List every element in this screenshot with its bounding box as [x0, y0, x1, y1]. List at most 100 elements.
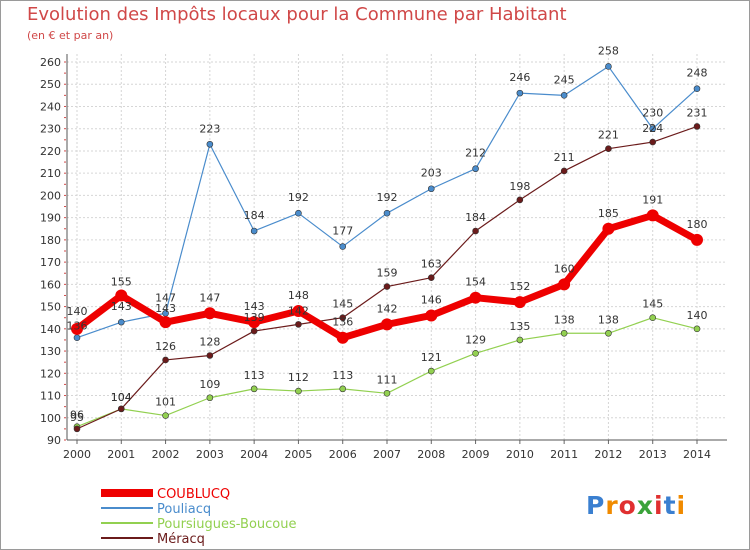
data-label: 177 [332, 225, 353, 238]
data-point [649, 314, 657, 322]
data-label: 139 [244, 311, 265, 324]
data-point [427, 185, 435, 193]
data-label: 101 [155, 396, 176, 409]
data-label: 180 [687, 218, 708, 231]
proxiti-logo: Proxiti [586, 491, 686, 520]
data-point [248, 316, 261, 329]
data-point [336, 331, 349, 344]
data-point [646, 209, 659, 222]
y-tick-label: 110 [40, 390, 61, 403]
data-point [295, 387, 302, 395]
data-label: 148 [288, 289, 309, 302]
y-tick-label: 100 [40, 412, 61, 425]
data-point [162, 356, 169, 364]
data-point [117, 405, 125, 413]
data-point [115, 289, 128, 302]
y-tick-label: 120 [40, 367, 61, 380]
data-point [295, 321, 302, 328]
data-label: 142 [377, 302, 398, 315]
data-point [516, 336, 524, 344]
data-point [206, 352, 214, 359]
data-point [605, 145, 612, 153]
data-point [560, 329, 568, 337]
data-point [383, 283, 391, 290]
data-point [605, 63, 612, 70]
logo-letter: P [586, 491, 606, 520]
data-point [472, 349, 479, 357]
y-tick-label: 160 [40, 278, 61, 291]
y-tick-label: 220 [40, 145, 61, 158]
logo-letter: t [663, 491, 677, 520]
x-tick-label: 2009 [462, 448, 490, 461]
data-label: 145 [642, 298, 663, 311]
data-label: 184 [465, 211, 486, 224]
x-tick-label: 2006 [329, 448, 357, 461]
data-label: 96 [70, 409, 84, 422]
logo-letter: r [605, 491, 619, 520]
data-point [383, 390, 391, 397]
data-point [558, 278, 571, 291]
data-label: 155 [111, 275, 132, 288]
data-point [381, 318, 393, 331]
x-tick-label: 2004 [240, 448, 268, 461]
x-tick-label: 2013 [639, 448, 667, 461]
data-label: 159 [377, 267, 398, 280]
x-tick-label: 2010 [506, 448, 534, 461]
data-label: 140 [67, 305, 88, 318]
data-label: 192 [288, 191, 309, 204]
data-label: 136 [332, 316, 353, 329]
y-tick-label: 230 [40, 123, 61, 136]
data-label: 230 [642, 107, 663, 120]
legend-label: Poursiugues-Boucoue [157, 517, 296, 532]
data-label: 224 [642, 122, 663, 135]
data-label: 143 [111, 300, 132, 313]
data-point [71, 322, 83, 335]
y-tick-label: 170 [40, 256, 61, 269]
data-label: 142 [288, 304, 309, 317]
data-label: 154 [465, 276, 486, 289]
data-label: 185 [598, 207, 619, 220]
data-label: 129 [465, 333, 486, 346]
data-point [472, 227, 479, 235]
data-point [339, 385, 347, 393]
data-point [292, 305, 305, 318]
data-point [691, 233, 703, 246]
logo-letter: i [654, 491, 664, 520]
data-point [693, 85, 701, 92]
y-tick-label: 260 [40, 56, 61, 69]
x-tick-label: 2007 [373, 448, 401, 461]
x-tick-label: 2014 [683, 448, 711, 461]
data-label: 191 [642, 193, 663, 206]
data-label: 143 [244, 300, 265, 313]
data-point [602, 222, 615, 235]
data-label: 198 [509, 180, 530, 193]
data-label: 145 [332, 298, 353, 311]
y-tick-label: 210 [40, 167, 61, 180]
data-label: 136 [67, 320, 88, 333]
x-tick-label: 2011 [550, 448, 578, 461]
data-label: 138 [554, 313, 575, 326]
data-label: 126 [155, 340, 176, 353]
data-point [472, 165, 479, 173]
data-label: 112 [288, 371, 309, 384]
data-point [513, 296, 526, 309]
data-point [250, 227, 258, 235]
data-label: 258 [598, 44, 619, 57]
data-point [605, 329, 612, 337]
x-tick-label: 2002 [152, 448, 180, 461]
data-point [206, 140, 214, 148]
data-label: 246 [509, 71, 530, 84]
data-label: 211 [554, 151, 575, 164]
data-label: 104 [111, 391, 132, 404]
legend-label: Pouliacq [157, 502, 211, 517]
data-label: 113 [332, 369, 353, 382]
data-label: 113 [244, 369, 265, 382]
y-tick-label: 200 [40, 189, 61, 202]
y-tick-label: 190 [40, 212, 61, 225]
data-label: 109 [199, 378, 220, 391]
data-point [73, 334, 81, 342]
x-tick-label: 2000 [63, 448, 91, 461]
data-label: 152 [509, 280, 530, 293]
data-label: 147 [199, 291, 220, 304]
